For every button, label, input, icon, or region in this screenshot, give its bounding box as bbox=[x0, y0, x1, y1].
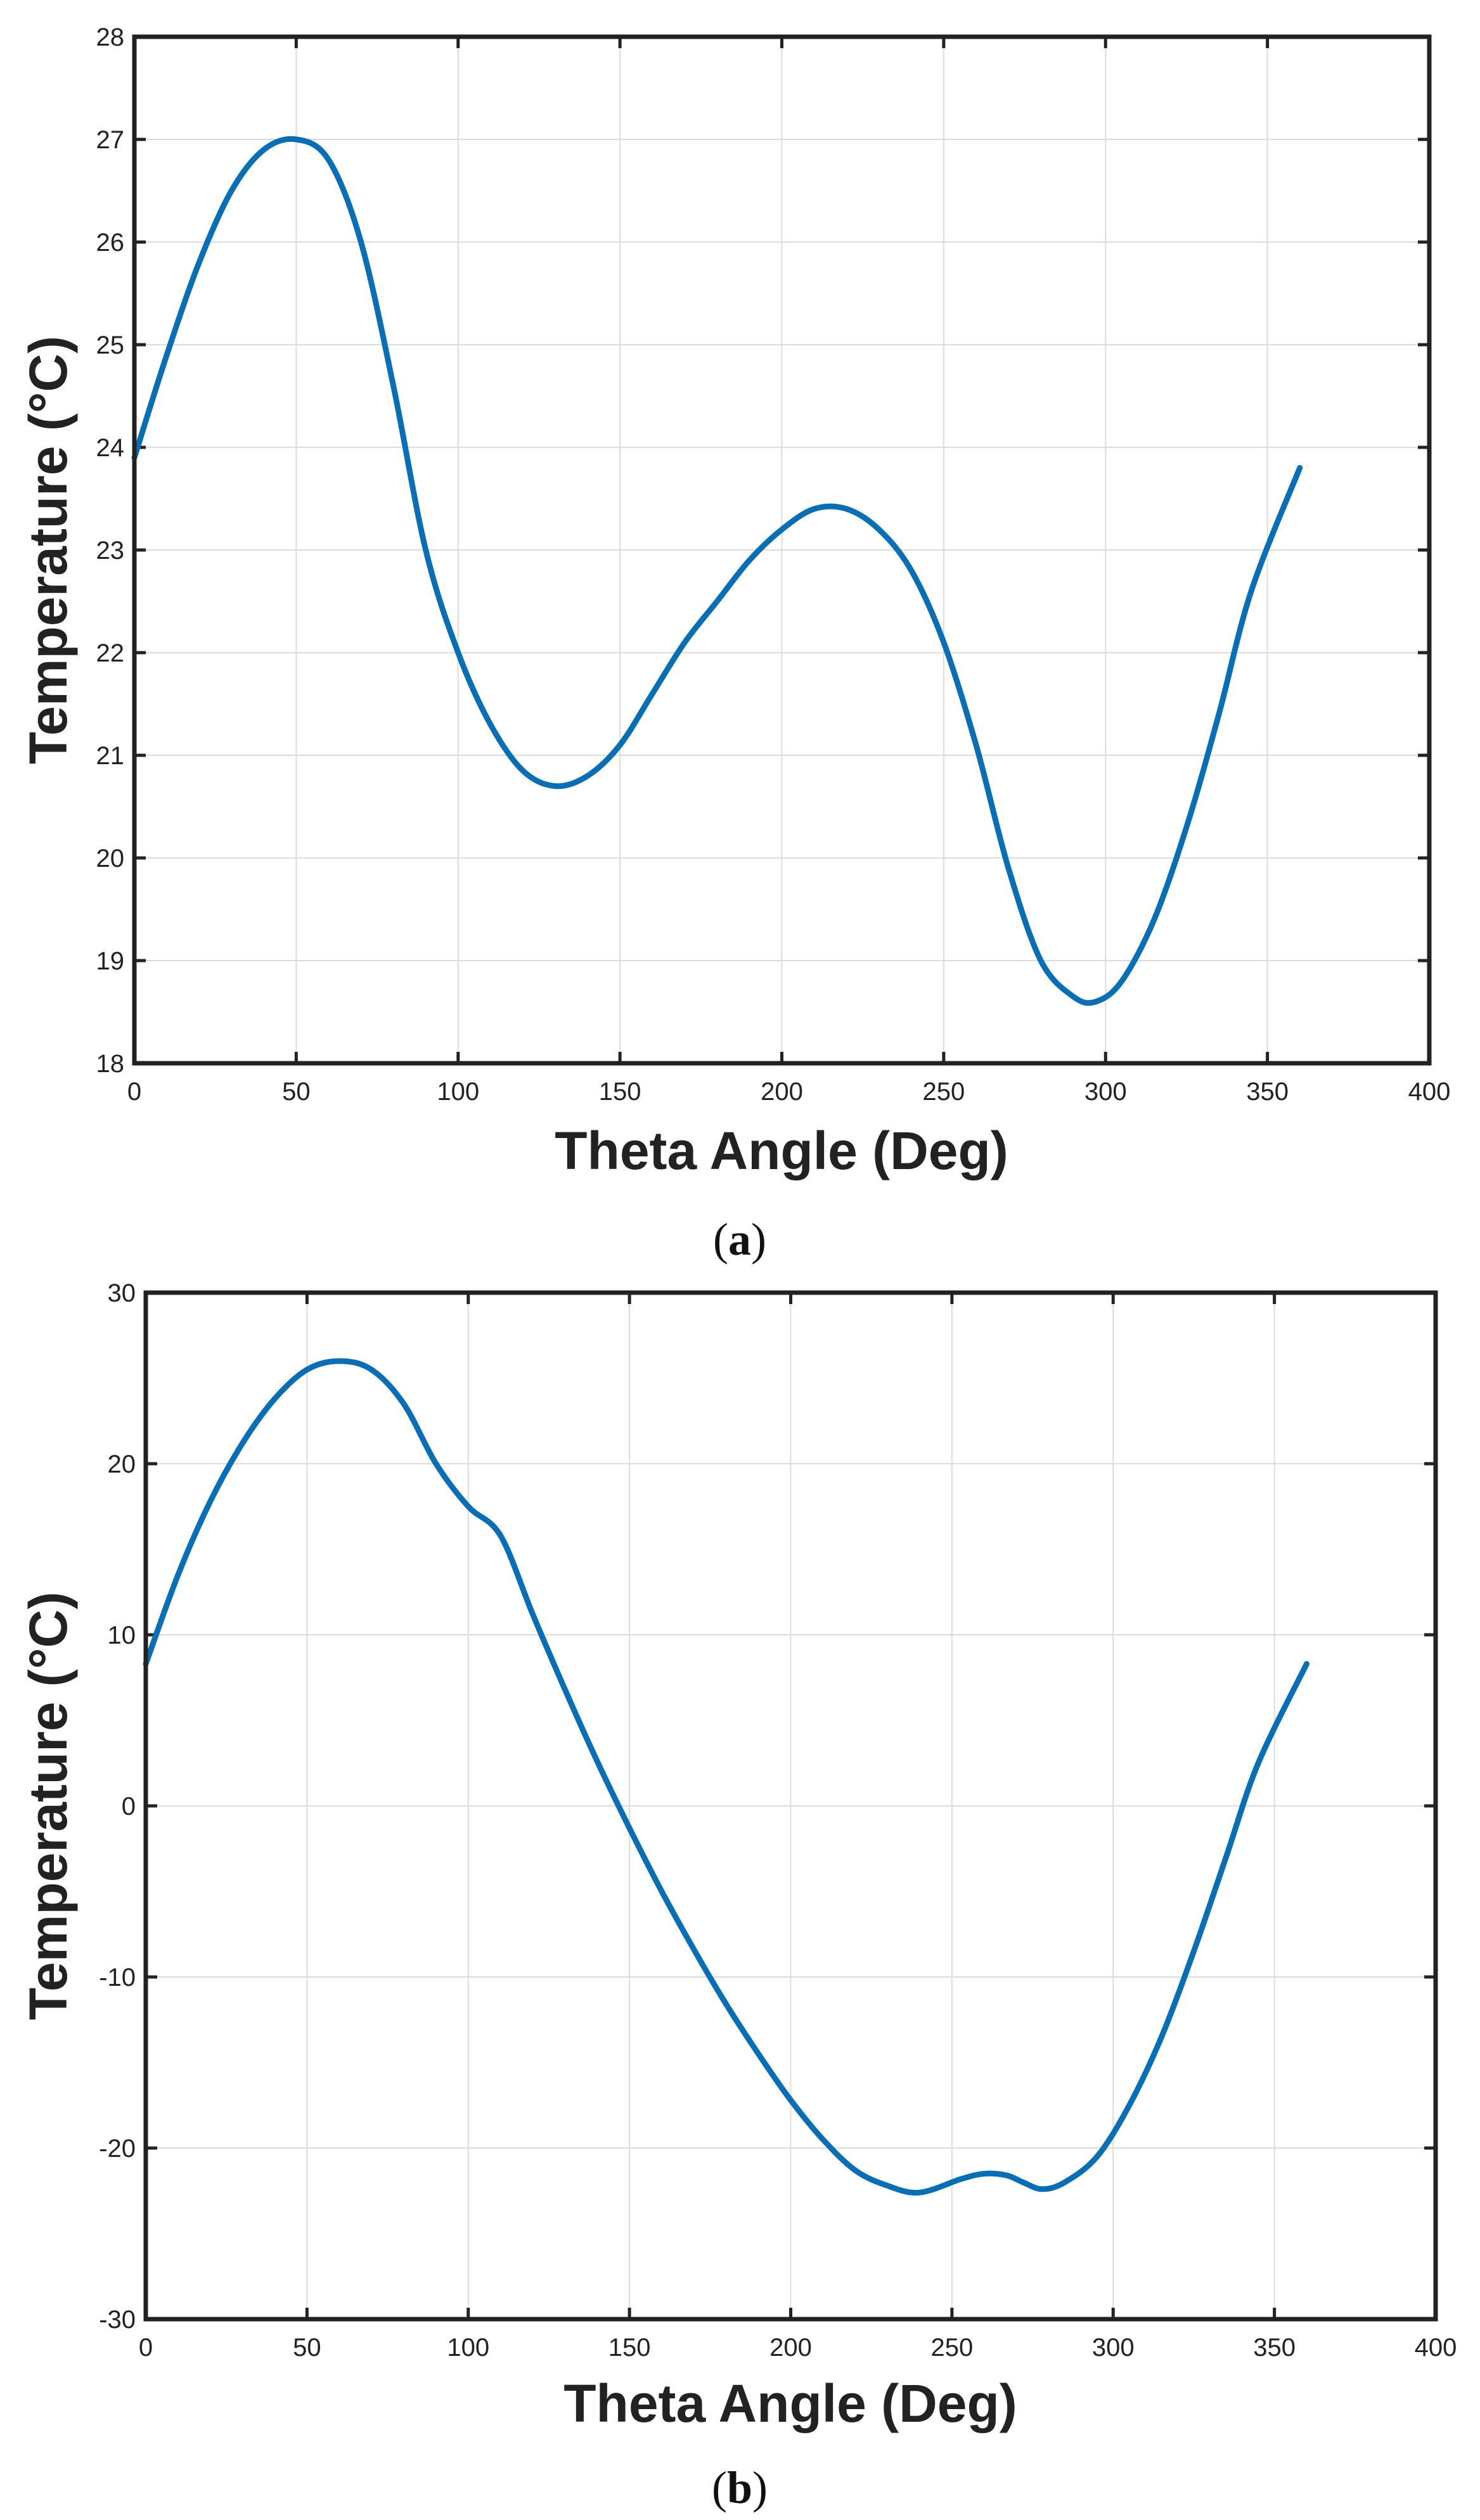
y-tick-labels-b: -30 -20 -10 0 10 20 30 bbox=[99, 1279, 136, 2334]
temperature-line-b bbox=[143, 1358, 1309, 2196]
x-tick-label: 300 bbox=[1092, 2334, 1135, 2362]
y-tick-label: 18 bbox=[96, 1050, 125, 1078]
caption-a: (a) bbox=[713, 1214, 766, 1265]
x-tick-label: 350 bbox=[1253, 2334, 1296, 2362]
temperature-line-a bbox=[131, 136, 1303, 1006]
y-tick-label: 30 bbox=[108, 1279, 136, 1307]
plot-frame-b bbox=[143, 1290, 1438, 2322]
y-axis-label-a: Temperature (°C) bbox=[18, 336, 78, 764]
x-tick-label: 50 bbox=[293, 2334, 321, 2362]
x-tick-label: 100 bbox=[447, 2334, 489, 2362]
x-axis-label-a: Theta Angle (Deg) bbox=[555, 1121, 1008, 1180]
x-tick-label: 350 bbox=[1246, 1078, 1289, 1106]
y-tick-label: 24 bbox=[96, 434, 125, 462]
chart-panel-b: 0 50 100 150 200 250 300 350 400 -30 -20 -10 0 10 20 3… bbox=[18, 1279, 1457, 2513]
y-tick-label: 23 bbox=[96, 537, 125, 565]
x-tick-label: 0 bbox=[127, 1078, 141, 1106]
x-tick-label: 150 bbox=[599, 1078, 641, 1106]
x-tick-label: 100 bbox=[437, 1078, 479, 1106]
y-tick-label: 0 bbox=[122, 1793, 136, 1820]
y-tick-labels-a: 18 19 20 21 22 23 24 25 26 27 28 bbox=[96, 23, 125, 1078]
y-tick-label: 21 bbox=[96, 742, 125, 770]
x-tick-label: 0 bbox=[139, 2334, 153, 2362]
x-tick-label: 250 bbox=[931, 2334, 974, 2362]
x-tick-labels-b: 0 50 100 150 200 250 300 350 400 bbox=[139, 2334, 1457, 2362]
grid-lines-a bbox=[132, 35, 1431, 1065]
x-tick-label: 400 bbox=[1415, 2334, 1457, 2362]
chart-panel-a: 0 50 100 150 200 250 300 350 400 18 19 20 21 22 23 24 2… bbox=[18, 23, 1450, 1265]
y-tick-label: 19 bbox=[96, 947, 125, 975]
y-tick-label: 20 bbox=[108, 1450, 136, 1478]
y-tick-label: 20 bbox=[96, 845, 125, 873]
y-axis-label-b: Temperature (°C) bbox=[18, 1592, 78, 2020]
x-tick-label: 400 bbox=[1408, 1078, 1451, 1106]
y-tick-label: 27 bbox=[96, 126, 125, 154]
x-tick-labels-a: 0 50 100 150 200 250 300 350 400 bbox=[127, 1078, 1451, 1106]
y-tick-label: -10 bbox=[99, 1964, 136, 1992]
x-axis-label-b: Theta Angle (Deg) bbox=[563, 2374, 1017, 2433]
x-tick-label: 250 bbox=[923, 1078, 965, 1106]
y-tick-label: 28 bbox=[96, 23, 125, 51]
x-tick-label: 50 bbox=[282, 1078, 311, 1106]
y-tick-label: 22 bbox=[96, 639, 125, 667]
plot-frame-a bbox=[132, 34, 1432, 1066]
x-tick-label: 200 bbox=[769, 2334, 812, 2362]
caption-b: (b) bbox=[712, 2462, 768, 2513]
y-tick-label: -30 bbox=[99, 2306, 136, 2334]
y-tick-label: 10 bbox=[108, 1621, 136, 1649]
x-tick-label: 200 bbox=[761, 1078, 803, 1106]
y-tick-label: 25 bbox=[96, 331, 125, 359]
x-tick-label: 150 bbox=[608, 2334, 651, 2362]
y-tick-label: 26 bbox=[96, 229, 125, 257]
x-tick-label: 300 bbox=[1084, 1078, 1127, 1106]
y-tick-label: -20 bbox=[99, 2135, 136, 2163]
